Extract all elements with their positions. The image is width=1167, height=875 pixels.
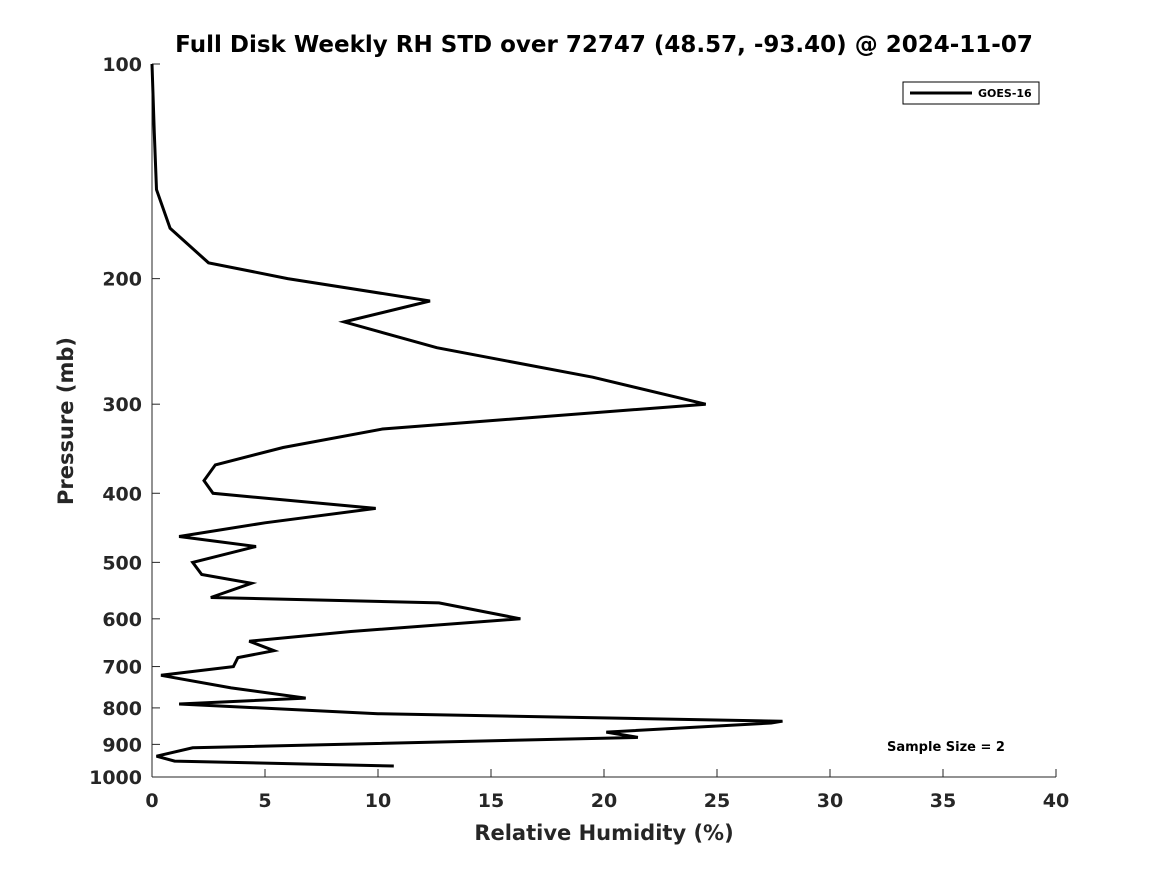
y-axis-ticks: 100 200 300 400 500 600 700 800 900 1000 [89,54,160,789]
chart-title: Full Disk Weekly RH STD over 72747 (48.5… [175,32,1033,58]
x-tick-label: 15 [478,790,504,812]
x-axis-label: Relative Humidity (%) [474,821,733,845]
legend-label-goes-16: GOES-16 [978,87,1032,100]
y-tick-label: 300 [102,394,142,416]
x-tick-label: 35 [930,790,956,812]
series-layer [150,63,783,768]
y-tick-label: 200 [102,269,142,291]
y-tick-label: 600 [102,609,142,631]
x-tick-label: 40 [1043,790,1069,812]
y-tick-label: 700 [102,657,142,679]
x-tick-label: 30 [817,790,843,812]
y-tick-label: 800 [102,698,142,720]
x-tick-label: 0 [145,790,158,812]
y-axis-label: Pressure (mb) [54,337,78,505]
y-tick-label: 1000 [89,767,142,789]
y-tick-label: 400 [102,483,142,505]
legend: GOES-16 [902,81,1040,105]
x-tick-label: 20 [591,790,617,812]
y-tick-label: 900 [102,734,142,756]
x-tick-label: 5 [258,790,271,812]
sample-size-annotation: Sample Size = 2 [887,740,1005,755]
x-axis-ticks: 0 5 10 15 20 25 30 35 40 [145,769,1069,812]
y-tick-label: 100 [102,54,142,76]
series-line-goes-16 [150,63,783,768]
axes [151,64,1056,778]
y-tick-label: 500 [102,552,142,574]
x-tick-label: 25 [704,790,730,812]
x-tick-label: 10 [365,790,391,812]
